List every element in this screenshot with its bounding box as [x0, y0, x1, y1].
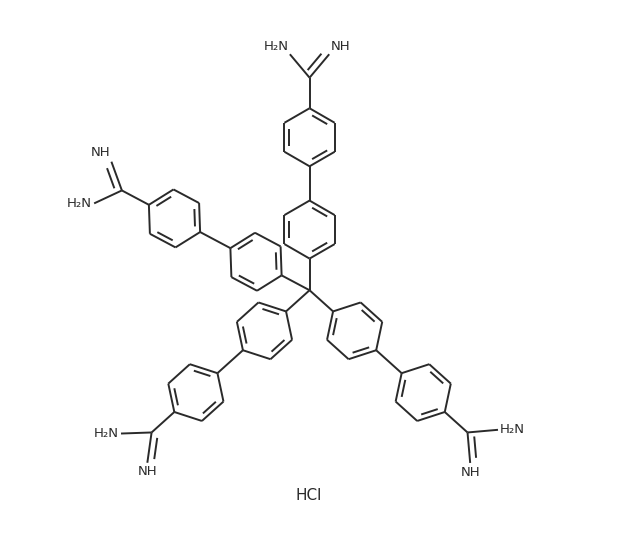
- Text: NH: NH: [138, 465, 157, 479]
- Text: H₂N: H₂N: [94, 427, 119, 440]
- Text: NH: NH: [91, 146, 110, 159]
- Text: HCl: HCl: [296, 488, 321, 504]
- Text: H₂N: H₂N: [500, 423, 525, 437]
- Text: H₂N: H₂N: [263, 39, 288, 53]
- Text: NH: NH: [331, 39, 350, 53]
- Text: NH: NH: [460, 466, 480, 479]
- Text: H₂N: H₂N: [67, 197, 92, 210]
